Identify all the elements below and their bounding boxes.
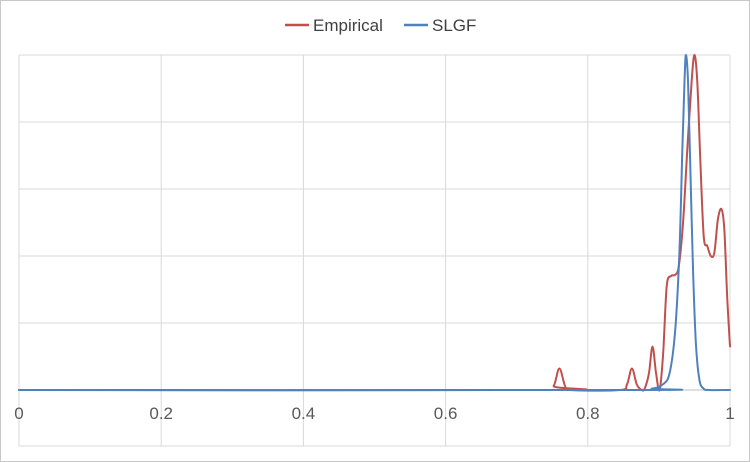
x-tick-label-2: 0.4 [292,404,316,423]
legend: Empirical SLGF [285,16,476,35]
x-axis: 0 0.2 0.4 0.6 0.8 1 [14,389,735,423]
series-line-empirical [18,54,731,392]
legend-label-slgf: SLGF [432,16,476,35]
series-lines [18,54,731,392]
legend-label-empirical: Empirical [313,16,383,35]
x-tick-label-4: 0.8 [576,404,600,423]
x-tick-label-3: 0.6 [434,404,458,423]
x-tick-label-0: 0 [14,404,23,423]
series-line-slgf [18,54,731,392]
gridlines [18,54,731,447]
x-tick-label-1: 0.2 [149,404,173,423]
x-tick-label-5: 1 [725,404,734,423]
